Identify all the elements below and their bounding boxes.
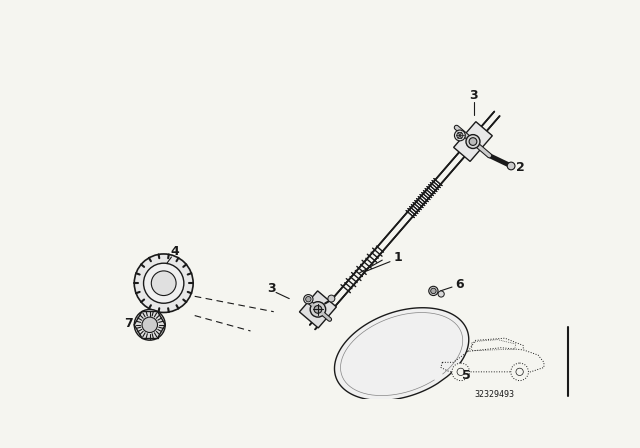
Circle shape — [516, 368, 524, 375]
Circle shape — [511, 363, 529, 381]
Text: 5: 5 — [461, 369, 470, 382]
Text: 6: 6 — [456, 278, 464, 291]
Text: 3: 3 — [267, 282, 276, 295]
Circle shape — [134, 310, 165, 340]
Polygon shape — [454, 122, 492, 161]
Text: 4: 4 — [170, 245, 179, 258]
Circle shape — [143, 263, 184, 303]
Circle shape — [306, 297, 311, 302]
Circle shape — [469, 138, 477, 146]
Text: 32329493: 32329493 — [475, 390, 515, 399]
Text: 1: 1 — [394, 251, 402, 264]
Circle shape — [438, 291, 444, 297]
Circle shape — [314, 306, 322, 313]
Circle shape — [328, 295, 335, 302]
Circle shape — [452, 363, 470, 381]
Circle shape — [508, 162, 515, 170]
Polygon shape — [406, 178, 442, 218]
Circle shape — [134, 254, 193, 313]
Text: 3: 3 — [469, 89, 478, 102]
Text: 7: 7 — [124, 317, 132, 330]
Circle shape — [429, 286, 438, 296]
Circle shape — [454, 130, 465, 141]
Circle shape — [310, 302, 326, 317]
Circle shape — [466, 134, 480, 148]
Polygon shape — [335, 308, 468, 401]
Circle shape — [457, 132, 463, 138]
Circle shape — [304, 295, 313, 304]
Polygon shape — [300, 291, 337, 328]
Circle shape — [457, 368, 465, 375]
Circle shape — [151, 271, 176, 296]
Circle shape — [431, 288, 436, 293]
Circle shape — [142, 317, 157, 332]
Text: 2: 2 — [516, 161, 525, 174]
